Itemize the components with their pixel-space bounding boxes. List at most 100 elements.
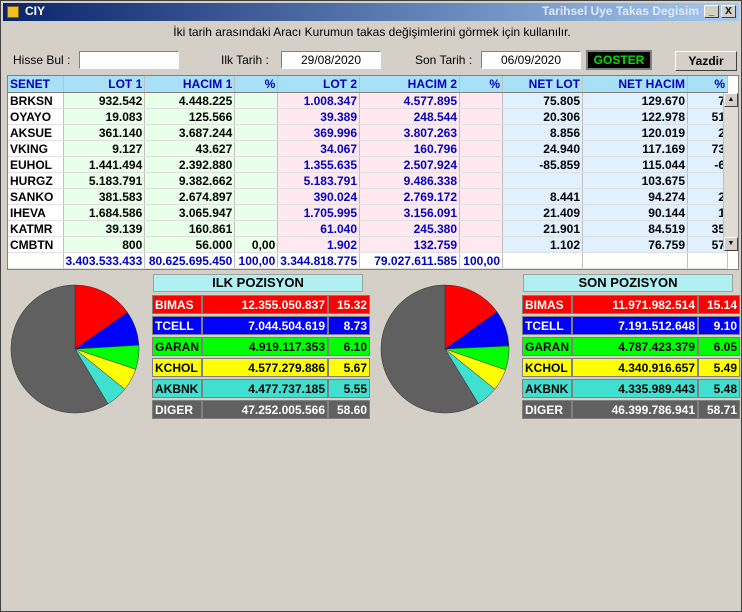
cell-col-8: 90.144	[582, 204, 688, 221]
son-tarih-input[interactable]: 06/09/2020	[481, 51, 581, 69]
cell-col-1: 381.583	[63, 188, 146, 205]
legend-name: KCHOL	[522, 358, 572, 377]
legend-pct: 5.55	[328, 379, 370, 398]
cell-col-2: HACIM 1	[144, 76, 236, 93]
legend-value: 4.335.989.443	[572, 379, 698, 398]
ilk-pozisyon-legend: BIMAS 12.355.050.837 15.32 TCELL 7.044.504.6…	[152, 293, 370, 421]
cell-col-5: 79.027.611.585	[359, 252, 460, 269]
cell-col-9	[687, 172, 728, 189]
cell-col-4: 3.344.818.775	[277, 252, 360, 269]
cell-col-3: 0,00	[234, 236, 279, 253]
cell-col-5: 2.507.924	[359, 156, 460, 173]
table-totals-row[interactable]: 3.403.533.433 80.625.695.450 100,00 3.344.8…	[8, 252, 728, 269]
scroll-up-arrow[interactable]: ▲	[724, 93, 738, 107]
table-row[interactable]: KATMR 39.139 160.861 61.040 245.380 21.901 84.…	[8, 220, 728, 237]
cell-col-5: 2.769.172	[359, 188, 460, 205]
ilk-tarih-input[interactable]: 29/08/2020	[281, 51, 381, 69]
cell-col-9	[687, 252, 728, 269]
cell-col-0: CMBTN	[8, 236, 64, 253]
cell-col-8	[582, 252, 688, 269]
legend-pct: 5.67	[328, 358, 370, 377]
cell-col-7	[502, 172, 583, 189]
cell-col-5: 132.759	[359, 236, 460, 253]
table-row[interactable]: OYAYO 19.083 125.566 39.389 248.544 20.306 122…	[8, 108, 728, 125]
yazdir-button[interactable]: Yazdir	[675, 51, 737, 71]
cell-col-0	[8, 252, 64, 269]
legend-value: 46.399.786.941	[572, 400, 698, 419]
table-row[interactable]: VKING 9.127 43.627 34.067 160.796 24.940 117.1…	[8, 140, 728, 157]
goster-button[interactable]: GOSTER	[586, 50, 652, 70]
cell-col-6	[459, 108, 503, 125]
legend-value: 7.191.512.648	[572, 316, 698, 335]
cell-col-2: 125.566	[144, 108, 236, 125]
table-row[interactable]: EUHOL 1.441.494 2.392.880 1.355.635 2.507.92…	[8, 156, 728, 173]
legend-row: BIMAS 12.355.050.837 15.32	[152, 295, 370, 314]
cell-col-6	[459, 220, 503, 237]
close-button[interactable]: X	[721, 5, 736, 18]
cell-col-0: OYAYO	[8, 108, 64, 125]
cell-col-3	[234, 156, 279, 173]
window-subtitle: Tarihsel Uye Takas Degisim	[542, 4, 699, 18]
scroll-down-arrow[interactable]: ▼	[724, 237, 738, 251]
cell-col-1: 1.441.494	[63, 156, 146, 173]
cell-col-3: 100,00	[234, 252, 279, 269]
legend-pct: 9.10	[698, 316, 740, 335]
cell-col-7: 20.306	[502, 108, 583, 125]
legend-name: BIMAS	[152, 295, 202, 314]
cell-col-9: 2	[687, 124, 728, 141]
table-row[interactable]: AKSUE 361.140 3.687.244 369.996 3.807.263 8.8…	[8, 124, 728, 141]
legend-value: 4.787.423.379	[572, 337, 698, 356]
table-row[interactable]: IHEVA 1.684.586 3.065.947 1.705.995 3.156.09…	[8, 204, 728, 221]
cell-col-4: 61.040	[277, 220, 360, 237]
legend-value: 11.971.982.514	[572, 295, 698, 314]
hisse-label: Hisse Bul :	[13, 53, 71, 67]
cell-col-7: 24.940	[502, 140, 583, 157]
cell-col-6: 100,00	[459, 252, 503, 269]
cell-col-8: 94.274	[582, 188, 688, 205]
table-scrollbar[interactable]: ▲ ▼	[723, 93, 738, 251]
pie-slice-diger	[380, 284, 479, 414]
legend-value: 4.340.916.657	[572, 358, 698, 377]
cell-col-7: 1.102	[502, 236, 583, 253]
minimize-button[interactable]: _	[704, 5, 719, 18]
table-row[interactable]: BRKSN 932.542 4.448.225 1.008.347 4.577.895 7…	[8, 92, 728, 109]
legend-row: GARAN 4.787.423.379 6.05	[522, 337, 740, 356]
cell-col-5: 9.486.338	[359, 172, 460, 189]
cell-col-1: 800	[63, 236, 146, 253]
legend-name: TCELL	[152, 316, 202, 335]
table-row[interactable]: HURGZ 5.183.791 9.382.662 5.183.791 9.486.33…	[8, 172, 728, 189]
cell-col-6	[459, 140, 503, 157]
title-bar[interactable]: CIY Tarihsel Uye Takas Degisim _ X	[3, 3, 739, 21]
cell-col-4: 1.902	[277, 236, 360, 253]
cell-col-1: 39.139	[63, 220, 146, 237]
son-pozisyon-legend: BIMAS 11.971.982.514 15.14 TCELL 7.191.512.6…	[522, 293, 740, 421]
cell-col-8: 103.675	[582, 172, 688, 189]
cell-col-8: 84.519	[582, 220, 688, 237]
takas-table[interactable]: SENET LOT 1 HACIM 1% LOT 2 HACIM 2% NET LOT NE…	[7, 75, 739, 270]
table-row[interactable]: SANKO 381.583 2.674.897 390.024 2.769.172 8.4…	[8, 188, 728, 205]
cell-col-7: NET LOT	[502, 76, 583, 93]
cell-col-5: 4.577.895	[359, 92, 460, 109]
cell-col-2: 2.674.897	[144, 188, 236, 205]
cell-col-2: 43.627	[144, 140, 236, 157]
legend-name: TCELL	[522, 316, 572, 335]
hisse-search-input[interactable]	[79, 51, 179, 69]
table-header-row[interactable]: SENET LOT 1 HACIM 1% LOT 2 HACIM 2% NET LOT NE…	[8, 76, 728, 93]
cell-col-2: 3.687.244	[144, 124, 236, 141]
cell-col-3: %	[234, 76, 279, 93]
cell-col-0: AKSUE	[8, 124, 64, 141]
son-pozisyon-title: SON POZISYON	[523, 274, 733, 292]
cell-col-7: -85.859	[502, 156, 583, 173]
cell-col-9: 57	[687, 236, 728, 253]
ilk-pozisyon-title: ILK POZISYON	[153, 274, 363, 292]
cell-col-7: 21.901	[502, 220, 583, 237]
table-row[interactable]: CMBTN 800 56.000 0,00 1.902 132.759 1.102 76.75…	[8, 236, 728, 253]
legend-row: TCELL 7.191.512.648 9.10	[522, 316, 740, 335]
cell-col-0: KATMR	[8, 220, 64, 237]
cell-col-9: 51	[687, 108, 728, 125]
cell-col-9: -6	[687, 156, 728, 173]
cell-col-6	[459, 92, 503, 109]
legend-value: 4.577.279.886	[202, 358, 328, 377]
legend-row: BIMAS 11.971.982.514 15.14	[522, 295, 740, 314]
cell-col-9: 73	[687, 140, 728, 157]
